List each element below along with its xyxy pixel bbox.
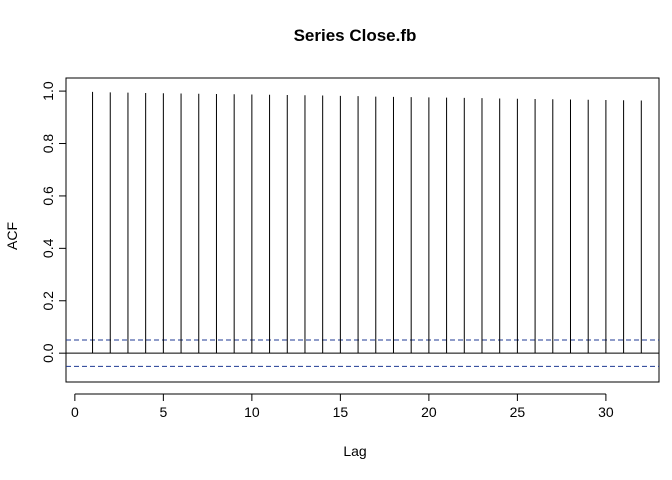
x-tick-label: 5	[159, 404, 167, 420]
x-axis: 0 5 10 15 20 25 30	[71, 393, 614, 420]
acf-bars	[92, 91, 642, 354]
y-tick-label: 1.0	[40, 81, 56, 101]
reference-lines	[66, 339, 659, 367]
x-tick-label: 10	[244, 404, 260, 420]
x-tick-label: 30	[598, 404, 614, 420]
x-tick-label: 25	[510, 404, 526, 420]
x-tick-label: 0	[71, 404, 79, 420]
x-tick-label: 20	[421, 404, 437, 420]
y-axis-label: ACF	[4, 222, 20, 250]
chart-title: Series Close.fb	[294, 26, 417, 45]
y-axis: 0.0 0.2 0.4 0.6 0.8 1.0	[40, 81, 67, 363]
y-tick-label: 0.4	[40, 238, 56, 258]
x-tick-label: 15	[333, 404, 349, 420]
y-tick-label: 0.6	[40, 186, 56, 206]
y-tick-label: 0.0	[40, 343, 56, 363]
y-tick-label: 0.8	[40, 134, 56, 154]
x-axis-label: Lag	[343, 443, 366, 459]
y-tick-label: 0.2	[40, 291, 56, 311]
